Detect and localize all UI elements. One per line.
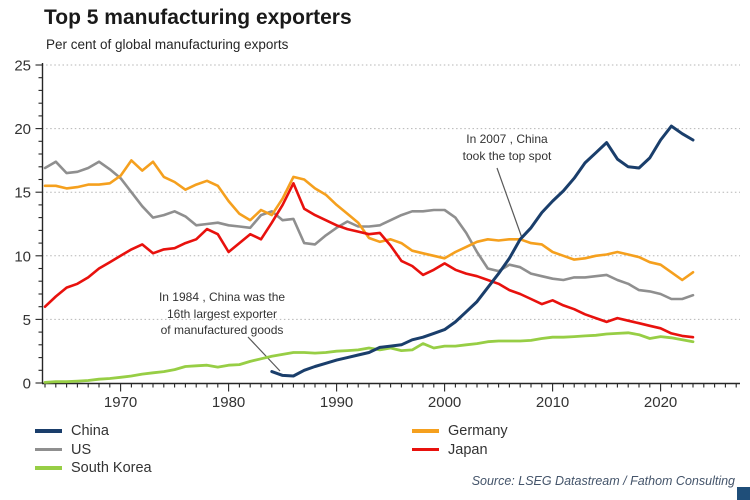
chart-title: Top 5 manufacturing exporters (44, 6, 352, 29)
legend-item-china: China (35, 422, 109, 440)
series-germany (43, 159, 695, 282)
legend-item-us: US (35, 441, 91, 459)
y-axis-label-5: 5 (23, 312, 31, 329)
x-axis-label-2010: 2010 (536, 394, 569, 411)
source-credit: Source: LSEG Datastream / Fathom Consult… (471, 474, 735, 488)
legend-item-south-korea: South Korea (35, 459, 152, 477)
fathom-corner-mark (737, 487, 750, 500)
legend-swatch-china (35, 429, 62, 433)
series-china (270, 124, 695, 378)
annotation-leader-0 (496, 167, 523, 239)
annotation-leader-1 (247, 336, 281, 372)
x-axis-label-1970: 1970 (104, 394, 137, 411)
legend-label-us: US (71, 441, 92, 458)
annotation-1984-16th-exporter: In 1984 , China was the 16th largest exp… (158, 290, 286, 337)
legend-label-china: China (71, 423, 109, 439)
legend-item-japan: Japan (412, 441, 488, 459)
y-axis-label-20: 20 (14, 121, 31, 138)
x-axis-label-1980: 1980 (212, 394, 245, 411)
y-axis-label-10: 10 (14, 248, 31, 265)
legend-swatch-germany (412, 429, 439, 433)
x-axis-label-2000: 2000 (428, 394, 461, 411)
x-axis-label-1990: 1990 (320, 394, 353, 411)
series-us (43, 160, 695, 301)
y-axis-label-25: 25 (14, 58, 31, 75)
x-axis-label-2020: 2020 (644, 394, 677, 411)
legend-label-japan: Japan (448, 441, 488, 458)
y-axis-label-0: 0 (23, 376, 31, 393)
y-axis-label-15: 15 (14, 185, 31, 202)
legend-swatch-south-korea (35, 466, 62, 470)
series-japan (43, 182, 695, 339)
legend-swatch-japan (412, 447, 439, 452)
series-south-korea (43, 331, 695, 384)
legend-swatch-us (35, 447, 62, 452)
chart-subtitle: Per cent of global manufacturing exports (46, 37, 289, 52)
legend-item-germany: Germany (412, 422, 508, 440)
legend-label-germany: Germany (448, 423, 508, 439)
annotation-2007-top-spot: In 2007 , China took the top spot (462, 132, 552, 163)
legend-label-south-korea: South Korea (71, 460, 152, 476)
